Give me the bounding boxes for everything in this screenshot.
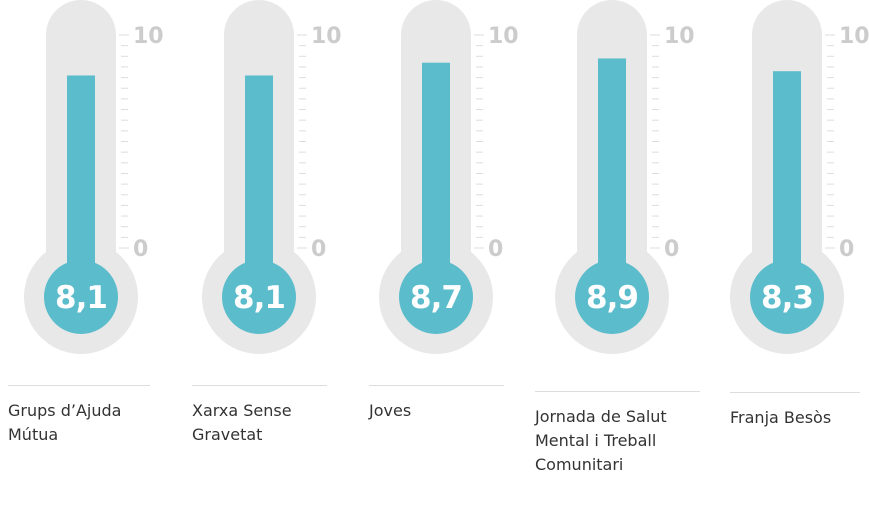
bulb-fill — [575, 260, 649, 334]
tick-label: 0 — [311, 237, 326, 262]
tick-label: 0 — [133, 237, 148, 262]
value-label: 8,7 — [410, 280, 462, 316]
category-label: Joves — [369, 385, 504, 423]
tick-label: 10 — [133, 24, 164, 49]
bulb-fill — [399, 260, 473, 334]
tick-label: 10 — [839, 24, 869, 49]
bar — [773, 71, 801, 298]
bulb-fill — [222, 260, 296, 334]
tick-label: 0 — [488, 237, 503, 262]
category-label: Grups d’Ajuda Mútua — [8, 385, 150, 447]
category-label: Franja Besòs — [730, 392, 860, 430]
bar — [422, 62, 450, 297]
tick-label: 10 — [488, 24, 519, 49]
bar — [598, 58, 626, 298]
bulb-fill — [750, 260, 824, 334]
category-label: Xarxa Sense Gravetat — [192, 385, 327, 447]
bulb-fill — [44, 260, 118, 334]
tick-label: 0 — [664, 237, 679, 262]
value-label: 8,1 — [233, 280, 285, 316]
category-label: Jornada de Salut Mental i Treball Comuni… — [535, 391, 700, 477]
tick-label: 10 — [664, 24, 695, 49]
value-label: 8,9 — [586, 280, 638, 316]
value-label: 8,1 — [55, 280, 107, 316]
tick-label: 10 — [311, 24, 342, 49]
value-label: 8,3 — [761, 280, 813, 316]
tick-label: 0 — [839, 237, 854, 262]
